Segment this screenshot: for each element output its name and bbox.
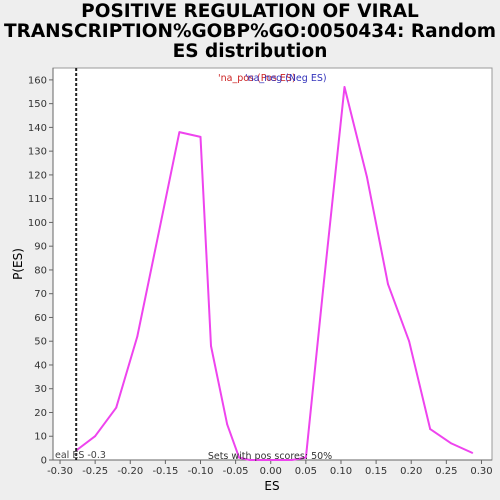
y-tick-label: 60	[34, 313, 47, 324]
es-distribution-point	[248, 459, 251, 461]
x-tick-label: -0.15	[152, 466, 178, 477]
x-tick-label: -0.20	[117, 466, 143, 477]
es-distribution-point	[199, 135, 202, 138]
es-distribution-point	[269, 459, 272, 461]
es-distribution-point	[136, 335, 139, 338]
es-distribution-point	[450, 442, 453, 445]
y-tick-label: 20	[34, 408, 47, 419]
y-tick-label: 100	[28, 218, 47, 229]
x-tick-label: -0.25	[82, 466, 108, 477]
x-axis-label: ES	[264, 479, 279, 493]
chart-title-line-3: ES distribution	[172, 41, 328, 62]
y-axis-label: P(ES)	[11, 248, 25, 280]
x-tick-label: 0.10	[330, 466, 352, 477]
chart-title: POSITIVE REGULATION OF VIRAL TRANSCRIPTI…	[0, 2, 500, 62]
y-tick-label: 80	[34, 265, 47, 276]
pos-scores-note: Sets with pos scores: 50%	[208, 451, 332, 462]
es-distribution-point	[471, 451, 474, 454]
es-distribution-point	[94, 435, 97, 438]
y-tick-label: 10	[34, 432, 47, 443]
es-distribution-point	[322, 285, 325, 288]
real-es-label: eal ES -0.3	[55, 450, 106, 461]
x-tick-label: 0.05	[295, 466, 317, 477]
es-distribution-point	[290, 459, 293, 461]
x-tick-label: 0.15	[365, 466, 387, 477]
y-tick-label: 40	[34, 360, 47, 371]
es-distribution-point	[226, 423, 229, 426]
y-tick-label: 30	[34, 384, 47, 395]
y-tick-label: 70	[34, 289, 47, 300]
es-distribution-point	[304, 456, 307, 459]
es-distribution-point	[429, 428, 432, 431]
es-distribution-point	[366, 176, 368, 179]
x-tick-label: 0.00	[260, 466, 282, 477]
es-distribution-point	[157, 233, 160, 236]
es-distribution-point	[115, 406, 118, 409]
y-tick-label: 160	[28, 75, 47, 86]
y-tick-label: 150	[28, 99, 47, 110]
legend-entry-neg: 'na_neg (Neg ES)	[245, 73, 327, 84]
es-distribution-line	[75, 86, 473, 461]
y-tick-label: 110	[28, 194, 47, 205]
plot-area	[52, 67, 493, 461]
es-distribution-point	[210, 345, 212, 347]
es-distribution-point	[408, 340, 411, 343]
es-distribution-point	[343, 86, 346, 88]
y-tick-label: 130	[28, 147, 47, 158]
legend-entry-pos: 'na_pos (Pos ES)	[218, 73, 296, 84]
x-tick-label: 0.20	[400, 466, 422, 477]
x-tick-label: -0.05	[223, 466, 249, 477]
chart-title-line-1: POSITIVE REGULATION OF VIRAL	[81, 1, 419, 22]
x-tick-label: -0.30	[47, 466, 73, 477]
es-distribution-point	[238, 456, 241, 459]
es-distribution-point	[178, 131, 181, 134]
y-tick-label: 50	[34, 337, 47, 348]
x-tick-label: 0.30	[470, 466, 492, 477]
x-tick-label: 0.25	[435, 466, 457, 477]
y-tick-label: 120	[28, 170, 47, 181]
y-tick-label: 140	[28, 123, 47, 134]
y-tick-label: 0	[41, 456, 47, 467]
x-tick-label: -0.10	[188, 466, 214, 477]
chart-title-line-2: TRANSCRIPTION%GOBP%GO:0050434: Random	[4, 21, 496, 42]
y-tick-label: 90	[34, 242, 47, 253]
es-distribution-point	[387, 283, 389, 286]
